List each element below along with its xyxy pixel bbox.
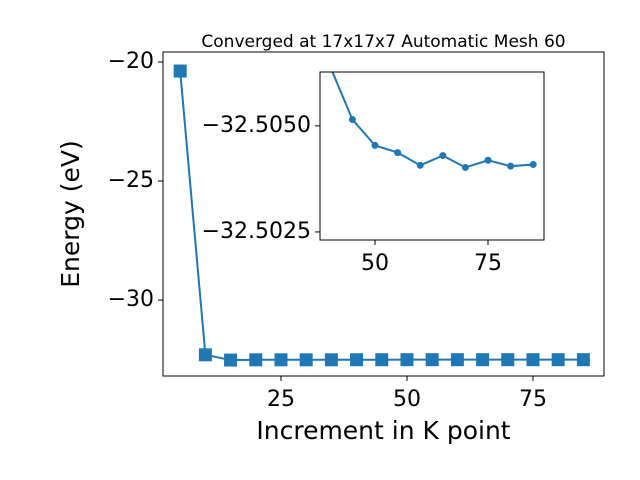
y-tick-label: −32.5050 — [202, 113, 311, 138]
chart-title: Converged at 17x17x7 Automatic Mesh 60 — [201, 32, 565, 52]
marker — [350, 353, 364, 367]
plot-group — [331, 72, 537, 171]
marker — [461, 163, 469, 171]
x-axis-label: Increment in K point — [256, 416, 510, 445]
marker — [529, 160, 537, 168]
marker — [400, 353, 414, 367]
marker — [439, 152, 447, 160]
marker — [198, 348, 212, 362]
data-line — [331, 72, 534, 169]
marker — [425, 353, 439, 367]
y-tick-label: −20 — [108, 49, 154, 74]
marker — [371, 141, 379, 149]
axes-frame — [319, 71, 545, 241]
marker — [501, 353, 515, 367]
marker — [348, 116, 356, 124]
axes-frame — [162, 51, 605, 377]
marker — [173, 64, 187, 78]
x-tick-label: 75 — [474, 251, 502, 276]
y-tick-label: −30 — [108, 287, 154, 312]
plot-group — [173, 64, 590, 367]
marker — [450, 353, 464, 367]
x-tick-label: 50 — [393, 387, 421, 412]
marker — [224, 353, 238, 367]
marker — [484, 156, 492, 164]
marker — [476, 353, 490, 367]
marker — [551, 353, 565, 367]
plot-area — [320, 72, 544, 240]
x-tick-label: 25 — [267, 387, 295, 412]
marker — [416, 161, 424, 169]
x-tick-label: 75 — [519, 387, 547, 412]
y-axis-label: Energy (eV) — [56, 140, 85, 287]
x-tick-label: 50 — [361, 251, 389, 276]
marker — [507, 162, 515, 170]
marker — [375, 353, 389, 367]
marker — [274, 353, 288, 367]
marker — [394, 149, 402, 157]
marker — [249, 353, 263, 367]
marker — [299, 353, 313, 367]
marker — [324, 353, 338, 367]
y-tick-label: −25 — [108, 168, 154, 193]
marker — [526, 353, 540, 367]
marker — [576, 353, 590, 367]
y-tick-label: −32.5025 — [202, 219, 311, 244]
